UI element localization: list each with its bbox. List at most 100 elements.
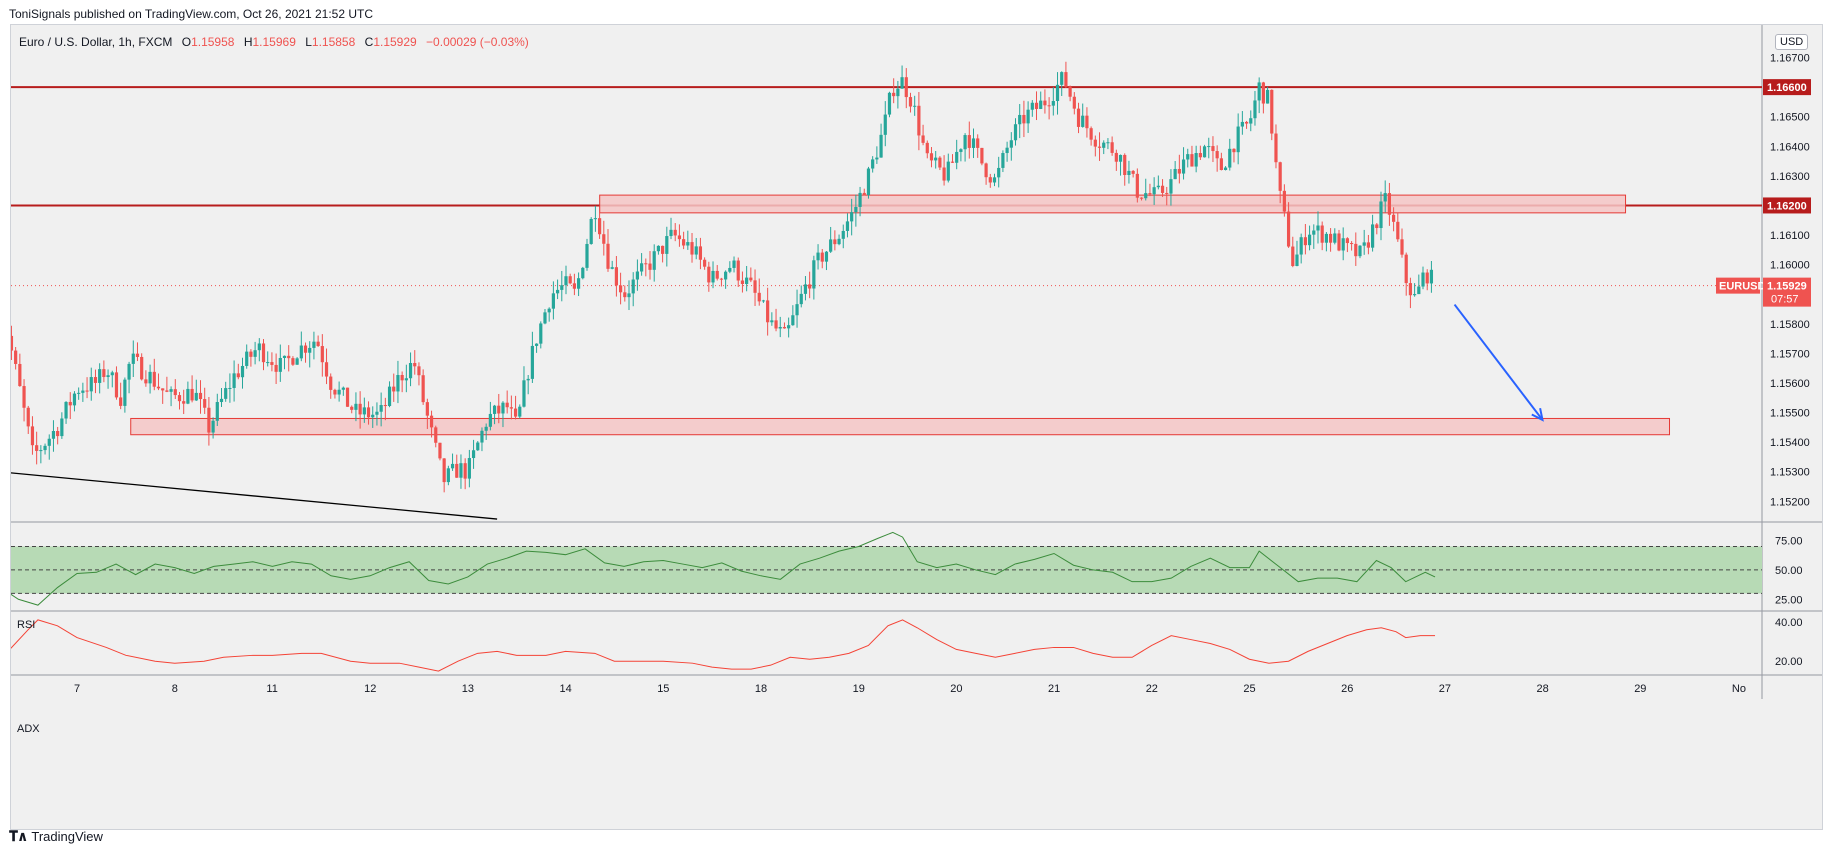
tradingview-logo[interactable]: 𝐓∧ TradingView bbox=[9, 828, 103, 845]
candle-body bbox=[1026, 109, 1030, 124]
candle-body bbox=[442, 458, 446, 483]
candle-body bbox=[597, 218, 602, 235]
candle-body bbox=[228, 387, 232, 389]
candle-body bbox=[1362, 242, 1366, 246]
candle-body bbox=[501, 402, 505, 414]
time-tick-label: 19 bbox=[853, 683, 865, 695]
candle-body bbox=[131, 353, 135, 364]
chart-canvas[interactable]: 1.15200 1.15300 1.15400 1.15500 1.15600 1.157… bbox=[11, 25, 1822, 829]
candle-body bbox=[719, 278, 724, 280]
candle-body bbox=[505, 402, 509, 408]
candle-body bbox=[656, 245, 661, 252]
candle-body bbox=[1114, 152, 1118, 162]
candle-body bbox=[98, 369, 102, 383]
time-tick-label: No bbox=[1732, 683, 1746, 695]
candle-body bbox=[774, 320, 778, 329]
candle-body bbox=[1085, 115, 1089, 129]
candle-body bbox=[1190, 154, 1194, 167]
candle-body bbox=[1232, 148, 1236, 153]
candle-body bbox=[1236, 126, 1240, 153]
candle-body bbox=[455, 463, 459, 478]
candle-body bbox=[589, 218, 593, 244]
candle-body bbox=[173, 389, 177, 396]
candle-body bbox=[140, 356, 144, 380]
candle-body bbox=[682, 239, 686, 246]
candle-body bbox=[661, 245, 665, 254]
candle-body bbox=[1429, 269, 1434, 284]
candle-body bbox=[782, 326, 787, 329]
candle-body bbox=[1383, 193, 1387, 202]
candle-body bbox=[345, 387, 350, 407]
candle-body bbox=[354, 403, 358, 410]
candle-body bbox=[245, 351, 249, 366]
candle-body bbox=[732, 260, 736, 268]
time-tick-label: 29 bbox=[1634, 683, 1646, 695]
candle-body bbox=[1375, 224, 1379, 229]
candle-body bbox=[236, 373, 240, 378]
candle-body bbox=[396, 374, 400, 392]
candle-body bbox=[232, 373, 236, 388]
candle-body bbox=[89, 377, 93, 392]
candle-body bbox=[698, 246, 703, 260]
candle-body bbox=[375, 411, 379, 415]
candle-body bbox=[560, 285, 564, 290]
candle-body bbox=[745, 277, 749, 284]
candle-body bbox=[480, 430, 484, 443]
candle-body bbox=[1097, 146, 1102, 148]
candle-body bbox=[1387, 193, 1392, 215]
candle-body bbox=[282, 355, 287, 358]
candle-body bbox=[1207, 146, 1211, 148]
candle-body bbox=[463, 463, 467, 479]
candle-body bbox=[955, 151, 959, 163]
candle-body bbox=[165, 390, 169, 392]
time-tick-label: 18 bbox=[755, 683, 767, 695]
candle-body bbox=[329, 376, 333, 390]
candle-body bbox=[1261, 82, 1265, 104]
candle-body bbox=[593, 218, 597, 220]
candle-body bbox=[383, 405, 387, 407]
candle-body bbox=[379, 405, 383, 412]
candle-body bbox=[1366, 242, 1370, 248]
candle-body bbox=[635, 271, 640, 280]
candle-body bbox=[543, 312, 547, 324]
candle-body bbox=[60, 418, 64, 437]
time-tick-label: 21 bbox=[1048, 683, 1060, 695]
candle-body bbox=[194, 392, 198, 401]
candle-body bbox=[1396, 221, 1400, 240]
candle-body bbox=[446, 468, 450, 483]
candle-body bbox=[1018, 114, 1022, 125]
adx-tick-label: 20.00 bbox=[1775, 656, 1803, 668]
candle-body bbox=[757, 292, 761, 302]
candle-body bbox=[1408, 283, 1413, 296]
candle-body bbox=[724, 271, 728, 280]
candle-body bbox=[619, 285, 623, 293]
candle-body bbox=[887, 92, 892, 115]
currency-button[interactable]: USD bbox=[1775, 34, 1809, 50]
candle-body bbox=[530, 345, 534, 379]
candle-body bbox=[803, 284, 808, 294]
candle-body bbox=[1244, 121, 1249, 124]
candle-body bbox=[1013, 124, 1018, 141]
candle-body bbox=[1417, 286, 1421, 295]
candle-body bbox=[917, 105, 921, 136]
candle-body bbox=[30, 426, 35, 446]
candle-body bbox=[1177, 168, 1181, 174]
candle-body bbox=[673, 229, 677, 236]
candle-body bbox=[68, 401, 72, 406]
candle-body bbox=[1257, 82, 1261, 101]
candle-body bbox=[581, 267, 585, 279]
candle-body bbox=[366, 407, 371, 418]
candle-body bbox=[1169, 179, 1173, 194]
candle-body bbox=[1400, 239, 1404, 255]
chart-frame[interactable]: 1.15200 1.15300 1.15400 1.15500 1.15600 1.157… bbox=[10, 24, 1823, 830]
candle-body bbox=[1278, 162, 1282, 191]
candle-body bbox=[850, 212, 854, 222]
candle-body bbox=[1223, 167, 1228, 171]
candle-body bbox=[946, 161, 950, 181]
candle-body bbox=[148, 371, 152, 384]
candle-body bbox=[1102, 142, 1106, 148]
publish-info: ToniSignals published on TradingView.com… bbox=[9, 7, 373, 21]
time-tick-label: 27 bbox=[1439, 683, 1451, 695]
candle-body bbox=[425, 402, 429, 416]
candle-body bbox=[1349, 243, 1354, 245]
